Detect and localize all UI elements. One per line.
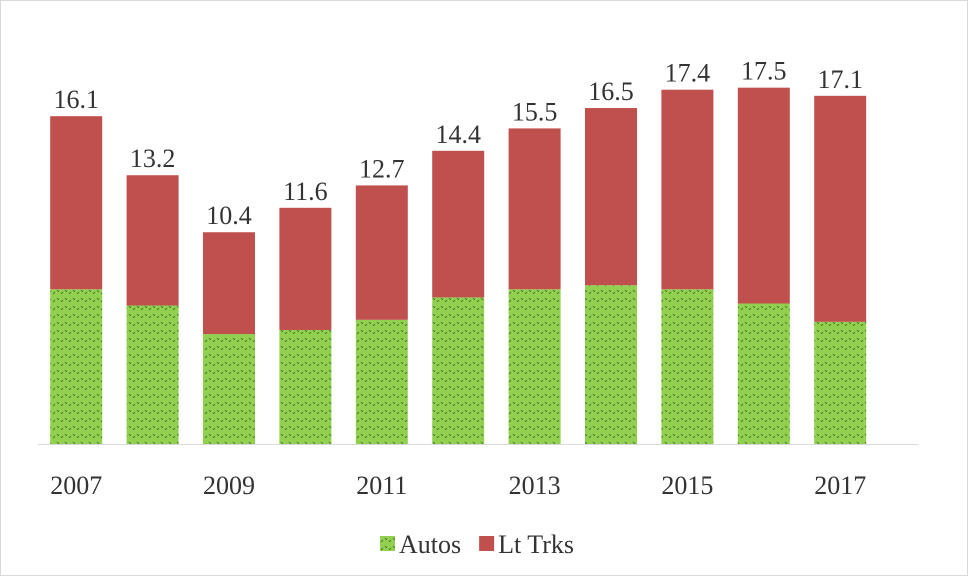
x-tick-label: 2007 [50, 471, 102, 500]
bar-segment [355, 185, 408, 320]
bar-segment [432, 150, 485, 298]
bar-segment [432, 297, 485, 444]
bar-segment [661, 289, 714, 444]
bar-segment [126, 305, 179, 444]
bar-segment [203, 232, 255, 335]
total-label: 10.4 [206, 201, 252, 230]
legend-label: Autos [399, 530, 461, 559]
bar-segment [50, 289, 103, 444]
total-label: 13.2 [130, 144, 176, 173]
x-tick-label: 2015 [661, 471, 713, 500]
bar-segment [814, 321, 867, 444]
total-label: 14.4 [435, 120, 481, 149]
total-label: 16.1 [53, 85, 99, 114]
total-label: 11.6 [283, 177, 328, 206]
legend-swatch [380, 536, 395, 551]
bar-segment [661, 89, 714, 290]
bar-segment [508, 289, 561, 444]
bar-segment [50, 116, 103, 290]
bar-segment [737, 87, 790, 304]
legend-label: Lt Trks [498, 530, 574, 559]
bar-segment [279, 207, 332, 330]
total-label: 12.7 [359, 154, 405, 183]
total-label: 17.5 [741, 57, 787, 86]
legend-swatch [479, 536, 495, 551]
x-tick-label: 2013 [509, 471, 561, 500]
bar-segment [737, 303, 790, 444]
x-tick-label: 2009 [203, 471, 255, 500]
bar-segment [279, 329, 332, 444]
bar-segment [585, 285, 637, 444]
x-tick-label: 2011 [356, 471, 407, 500]
bar-segment [203, 334, 255, 444]
bar-segment [126, 175, 179, 306]
bar-segment [585, 108, 637, 286]
bar-segment [355, 319, 408, 444]
bar-segment [814, 95, 867, 322]
bar-segment [508, 128, 561, 290]
total-label: 17.1 [817, 65, 863, 94]
total-label: 17.4 [665, 59, 711, 88]
x-tick-label: 2017 [814, 471, 866, 500]
total-label: 16.5 [588, 77, 634, 106]
total-label: 15.5 [512, 97, 558, 126]
